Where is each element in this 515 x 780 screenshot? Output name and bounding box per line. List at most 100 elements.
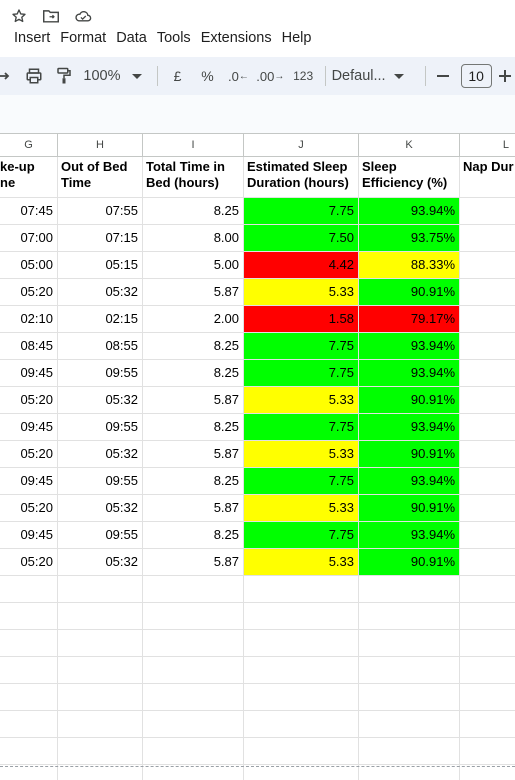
empty-cell[interactable] bbox=[0, 576, 58, 603]
out-of-bed-cell[interactable]: 09:55 bbox=[58, 414, 143, 441]
empty-cell[interactable] bbox=[460, 576, 515, 603]
empty-cell[interactable] bbox=[0, 684, 58, 711]
empty-cell[interactable] bbox=[143, 711, 244, 738]
out-of-bed-cell[interactable]: 05:32 bbox=[58, 495, 143, 522]
header-cell-j[interactable]: Estimated Sleep Duration (hours) bbox=[244, 157, 359, 198]
empty-cell[interactable] bbox=[244, 738, 359, 765]
empty-cell[interactable] bbox=[359, 576, 460, 603]
sleep-efficiency-cell[interactable]: 88.33% bbox=[359, 252, 460, 279]
empty-cell[interactable] bbox=[460, 684, 515, 711]
menu-data[interactable]: Data bbox=[116, 30, 147, 46]
sleep-duration-cell[interactable]: 7.75 bbox=[244, 468, 359, 495]
empty-cell[interactable] bbox=[58, 576, 143, 603]
paint-format-icon[interactable] bbox=[50, 62, 77, 90]
column-header-k[interactable]: K bbox=[359, 134, 460, 157]
move-folder-icon[interactable] bbox=[42, 7, 60, 25]
sleep-duration-cell[interactable]: 7.75 bbox=[244, 360, 359, 387]
empty-cell[interactable] bbox=[244, 657, 359, 684]
zoom-select[interactable]: 100% bbox=[83, 62, 151, 90]
menu-insert[interactable]: Insert bbox=[14, 30, 51, 46]
sleep-duration-cell[interactable]: 4.42 bbox=[244, 252, 359, 279]
empty-cell[interactable] bbox=[359, 603, 460, 630]
empty-cell[interactable] bbox=[244, 576, 359, 603]
font-size-input[interactable]: 10 bbox=[460, 64, 492, 88]
column-header-h[interactable]: H bbox=[58, 134, 143, 157]
sleep-duration-cell[interactable]: 5.33 bbox=[244, 495, 359, 522]
empty-cell[interactable] bbox=[0, 630, 58, 657]
column-header-j[interactable]: J bbox=[244, 134, 359, 157]
wake-time-cell[interactable]: 05:00 bbox=[0, 252, 58, 279]
sleep-duration-cell[interactable]: 5.33 bbox=[244, 549, 359, 576]
empty-cell[interactable] bbox=[359, 738, 460, 765]
menu-help[interactable]: Help bbox=[281, 30, 312, 46]
total-time-cell[interactable]: 8.25 bbox=[143, 198, 244, 225]
empty-cell[interactable] bbox=[0, 711, 58, 738]
total-time-cell[interactable]: 5.00 bbox=[143, 252, 244, 279]
nap-duration-cell[interactable] bbox=[460, 522, 515, 549]
nap-duration-cell[interactable] bbox=[460, 333, 515, 360]
sleep-efficiency-cell[interactable]: 93.94% bbox=[359, 360, 460, 387]
header-cell-g[interactable]: ke-up ne bbox=[0, 157, 58, 198]
decrease-decimal-button[interactable]: .0 ← bbox=[224, 62, 253, 90]
total-time-cell[interactable]: 5.87 bbox=[143, 279, 244, 306]
empty-cell[interactable] bbox=[359, 765, 460, 780]
total-time-cell[interactable]: 8.25 bbox=[143, 522, 244, 549]
sleep-duration-cell[interactable]: 7.75 bbox=[244, 414, 359, 441]
nap-duration-cell[interactable] bbox=[460, 279, 515, 306]
empty-cell[interactable] bbox=[244, 765, 359, 780]
nap-duration-cell[interactable] bbox=[460, 360, 515, 387]
empty-cell[interactable] bbox=[244, 630, 359, 657]
empty-cell[interactable] bbox=[359, 657, 460, 684]
sleep-duration-cell[interactable]: 5.33 bbox=[244, 387, 359, 414]
sleep-efficiency-cell[interactable]: 90.91% bbox=[359, 549, 460, 576]
total-time-cell[interactable]: 5.87 bbox=[143, 441, 244, 468]
empty-cell[interactable] bbox=[143, 576, 244, 603]
total-time-cell[interactable]: 5.87 bbox=[143, 549, 244, 576]
more-formats-button[interactable]: 123 bbox=[293, 69, 314, 83]
empty-cell[interactable] bbox=[143, 630, 244, 657]
empty-cell[interactable] bbox=[58, 765, 143, 780]
wake-time-cell[interactable]: 09:45 bbox=[0, 360, 58, 387]
total-time-cell[interactable]: 2.00 bbox=[143, 306, 244, 333]
empty-cell[interactable] bbox=[143, 603, 244, 630]
header-cell-l[interactable]: Nap Dur (min) bbox=[460, 157, 515, 198]
nap-duration-cell[interactable] bbox=[460, 306, 515, 333]
out-of-bed-cell[interactable]: 05:32 bbox=[58, 549, 143, 576]
column-header-l[interactable]: L bbox=[460, 134, 515, 157]
wake-time-cell[interactable]: 09:45 bbox=[0, 468, 58, 495]
star-icon[interactable] bbox=[10, 7, 28, 25]
font-size-increase-button[interactable] bbox=[496, 62, 515, 90]
menu-extensions[interactable]: Extensions bbox=[200, 30, 272, 46]
column-header-g[interactable]: G bbox=[0, 134, 58, 157]
nap-duration-cell[interactable] bbox=[460, 198, 515, 225]
sleep-duration-cell[interactable]: 7.50 bbox=[244, 225, 359, 252]
empty-cell[interactable] bbox=[58, 738, 143, 765]
wake-time-cell[interactable]: 05:20 bbox=[0, 441, 58, 468]
total-time-cell[interactable]: 8.00 bbox=[143, 225, 244, 252]
out-of-bed-cell[interactable]: 07:55 bbox=[58, 198, 143, 225]
empty-cell[interactable] bbox=[244, 684, 359, 711]
sleep-duration-cell[interactable]: 1.58 bbox=[244, 306, 359, 333]
empty-cell[interactable] bbox=[460, 765, 515, 780]
empty-cell[interactable] bbox=[0, 657, 58, 684]
empty-cell[interactable] bbox=[460, 630, 515, 657]
nap-duration-cell[interactable] bbox=[460, 549, 515, 576]
empty-cell[interactable] bbox=[143, 657, 244, 684]
nap-duration-cell[interactable] bbox=[460, 387, 515, 414]
out-of-bed-cell[interactable]: 05:32 bbox=[58, 441, 143, 468]
currency-button[interactable]: £ bbox=[173, 68, 182, 84]
empty-cell[interactable] bbox=[143, 765, 244, 780]
cloud-status-icon[interactable] bbox=[74, 7, 92, 25]
wake-time-cell[interactable]: 09:45 bbox=[0, 522, 58, 549]
empty-cell[interactable] bbox=[460, 657, 515, 684]
empty-cell[interactable] bbox=[0, 738, 58, 765]
out-of-bed-cell[interactable]: 05:32 bbox=[58, 387, 143, 414]
empty-cell[interactable] bbox=[58, 684, 143, 711]
empty-cell[interactable] bbox=[143, 738, 244, 765]
out-of-bed-cell[interactable]: 09:55 bbox=[58, 468, 143, 495]
column-header-i[interactable]: I bbox=[143, 134, 244, 157]
increase-decimal-button[interactable]: .00 → bbox=[253, 62, 288, 90]
total-time-cell[interactable]: 8.25 bbox=[143, 333, 244, 360]
out-of-bed-cell[interactable]: 09:55 bbox=[58, 360, 143, 387]
sleep-efficiency-cell[interactable]: 90.91% bbox=[359, 387, 460, 414]
